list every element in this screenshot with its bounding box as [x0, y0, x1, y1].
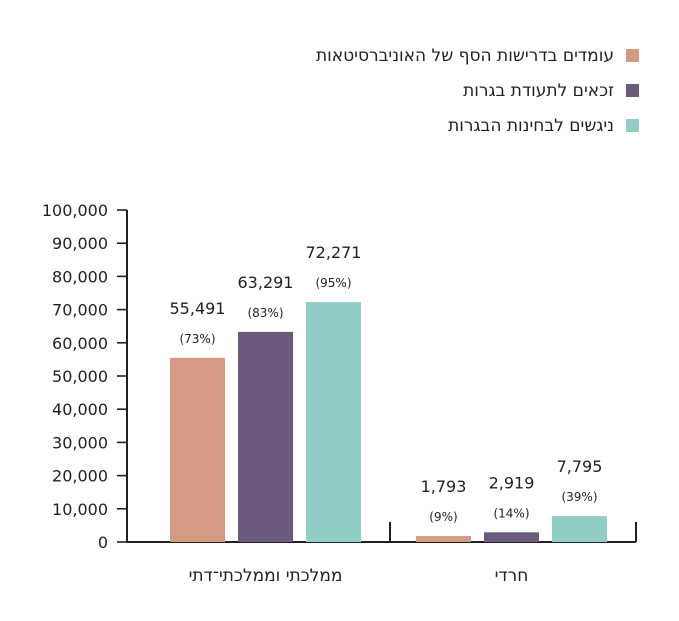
legend-swatch — [626, 49, 639, 62]
bar-percent-label: (95%) — [315, 276, 351, 290]
x-category-label: ממלכתי וממלכתי־דתי — [189, 566, 343, 586]
legend-label: עומדים בדרישות הסף של האוניברסיטאות — [315, 45, 614, 66]
legend-swatch — [626, 119, 639, 132]
legend-item-university-threshold: עומדים בדרישות הסף של האוניברסיטאות — [316, 38, 639, 73]
bar-percent-label: (14%) — [493, 506, 529, 520]
y-tick-label: 0 — [98, 533, 108, 552]
y-tick-label: 40,000 — [52, 400, 108, 419]
bar-percent-label: (9%) — [429, 510, 457, 524]
chart-legend: עומדים בדרישות הסף של האוניברסיטאות זכאי… — [316, 38, 639, 143]
bar — [484, 532, 539, 542]
bar-percent-label: (83%) — [247, 306, 283, 320]
bar — [238, 331, 293, 542]
legend-item-eligible-certificate: זכאים לתעודת בגרות — [316, 73, 639, 108]
bar — [170, 357, 225, 542]
bar — [552, 516, 607, 542]
y-tick-label: 70,000 — [52, 301, 108, 320]
bar-value-label: 7,795 — [557, 457, 603, 476]
legend-label: זכאים לתעודת בגרות — [463, 80, 614, 101]
y-tick-label: 20,000 — [52, 467, 108, 486]
bar — [306, 302, 361, 542]
legend-item-taking-exams: ניגשים לבחינות הבגרות — [316, 108, 639, 143]
y-tick-label: 50,000 — [52, 367, 108, 386]
y-tick-label: 80,000 — [52, 267, 108, 286]
legend-swatch — [626, 84, 639, 97]
y-tick-label: 10,000 — [52, 500, 108, 519]
legend-label: ניגשים לבחינות הבגרות — [448, 115, 614, 136]
y-tick-label: 30,000 — [52, 433, 108, 452]
bar-value-label: 63,291 — [238, 273, 294, 292]
bar-percent-label: (73%) — [179, 332, 215, 346]
bar-percent-label: (39%) — [561, 490, 597, 504]
bar-value-label: 72,271 — [306, 243, 362, 262]
y-tick-label: 90,000 — [52, 234, 108, 253]
y-tick-label: 100,000 — [42, 201, 108, 220]
bar-value-label: 2,919 — [489, 473, 535, 492]
y-tick-label: 60,000 — [52, 334, 108, 353]
bar — [416, 536, 471, 542]
x-category-label: חרדי — [495, 566, 529, 586]
bar-value-label: 55,491 — [170, 299, 226, 318]
bar-value-label: 1,793 — [421, 477, 467, 496]
